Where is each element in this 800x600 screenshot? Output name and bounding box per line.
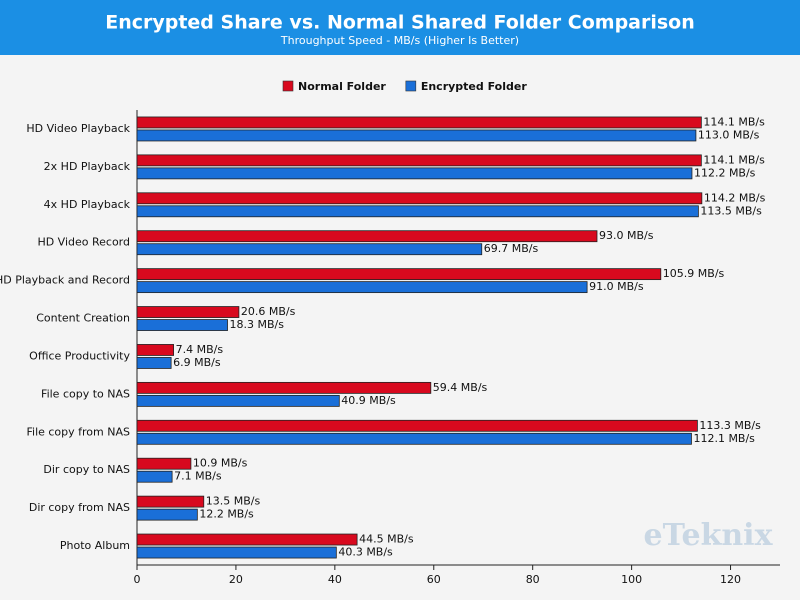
legend-label: Normal Folder	[298, 80, 386, 93]
value-label: 113.0 MB/s	[698, 128, 760, 141]
bar	[136, 306, 240, 318]
value-label: 7.1 MB/s	[174, 470, 222, 483]
value-label: 20.6 MB/s	[241, 305, 296, 318]
value-label: 114.2 MB/s	[704, 191, 766, 204]
chart-title: Encrypted Share vs. Normal Shared Folder…	[105, 12, 695, 34]
y-tick-label: Office Productivity	[29, 349, 130, 362]
value-label: 44.5 MB/s	[359, 533, 414, 546]
bar	[136, 116, 702, 129]
value-label: 105.9 MB/s	[663, 267, 725, 280]
value-label: 18.3 MB/s	[230, 318, 285, 331]
value-label: 114.1 MB/s	[703, 115, 765, 128]
chart-subtitle: Throughput Speed - MB/s (Higher Is Bette…	[280, 34, 519, 47]
y-tick-label: Content Creation	[36, 312, 130, 325]
value-label: 91.0 MB/s	[589, 280, 644, 293]
bar	[136, 268, 662, 281]
value-label: 12.2 MB/s	[199, 508, 254, 521]
x-tick-label: 20	[229, 573, 243, 586]
bar	[136, 357, 172, 369]
value-label: 113.3 MB/s	[699, 419, 761, 432]
y-tick-label: 2x HD Playback	[44, 160, 131, 173]
y-tick-label: File copy from NAS	[26, 425, 130, 438]
watermark: eTeknix	[644, 518, 774, 553]
bar	[136, 381, 432, 394]
legend-label: Encrypted Folder	[421, 80, 527, 93]
y-tick-label: 4x HD Playback	[44, 198, 131, 211]
bar	[136, 167, 693, 180]
title-bar	[0, 0, 800, 55]
value-label: 10.9 MB/s	[193, 457, 248, 470]
y-tick-label: Dir copy to NAS	[43, 463, 130, 476]
y-tick-label: Dir copy from NAS	[29, 501, 130, 514]
bar	[136, 533, 358, 546]
bar	[136, 546, 337, 559]
x-tick-label: 80	[526, 573, 540, 586]
y-tick-label: HD Playback and Record	[0, 274, 130, 287]
x-tick-label: 120	[720, 573, 741, 586]
value-label: 113.5 MB/s	[700, 204, 762, 217]
value-label: 69.7 MB/s	[484, 242, 539, 255]
value-label: 40.9 MB/s	[341, 394, 396, 407]
y-tick-label: Photo Album	[60, 539, 130, 552]
bar	[136, 205, 699, 218]
value-label: 93.0 MB/s	[599, 229, 654, 242]
value-label: 7.4 MB/s	[176, 343, 224, 356]
y-tick-label: HD Video Record	[37, 236, 130, 249]
value-label: 13.5 MB/s	[206, 495, 261, 508]
bar	[136, 243, 483, 256]
value-label: 114.1 MB/s	[703, 153, 765, 166]
value-label: 59.4 MB/s	[433, 381, 488, 394]
bar	[136, 394, 340, 407]
x-tick-label: 0	[134, 573, 141, 586]
bar	[136, 344, 175, 356]
y-tick-label: File copy to NAS	[41, 387, 130, 400]
bar	[136, 419, 698, 432]
bar	[136, 457, 192, 470]
bar	[136, 192, 703, 205]
value-label: 112.1 MB/s	[693, 432, 755, 445]
x-tick-label: 100	[621, 573, 642, 586]
bar	[136, 495, 205, 508]
legend-swatch	[282, 80, 294, 92]
bar	[136, 281, 588, 294]
bar	[136, 432, 692, 445]
bar	[136, 470, 173, 483]
bar	[136, 508, 198, 521]
value-label: 112.2 MB/s	[694, 166, 756, 179]
x-tick-label: 40	[328, 573, 342, 586]
bar	[136, 154, 702, 167]
value-label: 6.9 MB/s	[173, 356, 221, 369]
value-label: 40.3 MB/s	[338, 546, 393, 559]
bar	[136, 319, 228, 331]
bar	[136, 129, 697, 142]
legend-swatch	[405, 80, 417, 92]
y-tick-label: HD Video Playback	[26, 122, 130, 135]
x-tick-label: 60	[427, 573, 441, 586]
bar	[136, 230, 598, 243]
